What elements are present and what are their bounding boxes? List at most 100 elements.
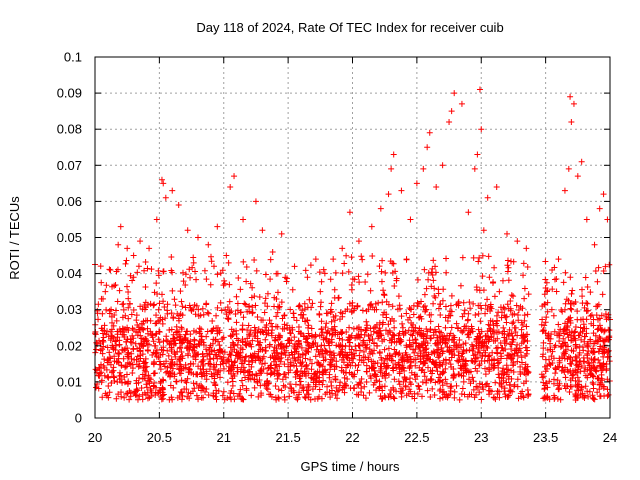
data-point — [581, 325, 588, 332]
data-point — [228, 326, 235, 333]
data-point — [226, 309, 233, 316]
data-point — [430, 257, 437, 264]
data-point — [429, 385, 436, 392]
data-point — [554, 377, 561, 384]
data-point — [120, 300, 127, 307]
data-point — [496, 380, 503, 387]
data-point — [290, 362, 297, 369]
data-point — [456, 371, 463, 378]
data-point — [164, 301, 171, 308]
data-point — [539, 316, 546, 323]
data-point — [366, 337, 373, 344]
data-point — [596, 322, 603, 329]
data-point — [432, 294, 439, 301]
data-point — [556, 363, 563, 370]
data-point — [363, 368, 370, 375]
data-point — [392, 350, 399, 357]
data-point — [290, 355, 297, 362]
data-point — [266, 317, 273, 324]
data-point — [237, 368, 244, 375]
data-point — [570, 100, 577, 107]
data-point — [332, 329, 339, 336]
data-point — [562, 269, 569, 276]
y-tick-label: 0.02 — [57, 338, 82, 353]
data-point — [126, 360, 133, 367]
data-point — [396, 350, 403, 357]
data-point — [488, 334, 495, 341]
data-point — [198, 370, 205, 377]
data-point — [507, 258, 514, 265]
data-point — [133, 312, 140, 319]
data-point — [604, 386, 611, 393]
data-point — [396, 330, 403, 337]
data-point — [320, 377, 327, 384]
data-point — [470, 378, 477, 385]
data-point — [169, 187, 176, 194]
data-point — [470, 300, 477, 307]
data-point — [551, 396, 558, 403]
data-point — [398, 313, 405, 320]
data-point — [295, 328, 302, 335]
data-point — [476, 380, 483, 387]
data-point — [253, 267, 260, 274]
data-point — [193, 392, 200, 399]
data-point — [217, 367, 224, 374]
data-point — [309, 386, 316, 393]
data-point — [510, 368, 517, 375]
data-point — [397, 388, 404, 395]
data-point — [134, 269, 141, 276]
data-point — [544, 365, 551, 372]
data-point — [123, 391, 130, 398]
data-point — [240, 364, 247, 371]
data-point — [415, 300, 422, 307]
data-point — [146, 394, 153, 401]
data-point — [524, 311, 531, 318]
data-point — [276, 303, 283, 310]
data-point — [316, 379, 323, 386]
data-point — [390, 151, 397, 158]
data-point — [329, 357, 336, 364]
data-point — [255, 393, 262, 400]
data-point — [520, 394, 527, 401]
data-point — [187, 274, 194, 281]
data-point — [358, 376, 365, 383]
data-point — [387, 317, 394, 324]
data-point — [144, 395, 151, 402]
data-point — [350, 325, 357, 332]
data-point — [598, 312, 605, 319]
data-point — [425, 364, 432, 371]
data-point — [348, 307, 355, 314]
data-point — [193, 381, 200, 388]
data-point — [525, 291, 532, 298]
data-point — [470, 254, 477, 261]
data-point — [205, 241, 212, 248]
data-point — [457, 365, 464, 372]
x-tick-label: 20 — [88, 430, 102, 445]
data-point — [472, 365, 479, 372]
data-point — [418, 393, 425, 400]
data-point — [590, 381, 597, 388]
data-point — [483, 332, 490, 339]
data-point — [105, 394, 112, 401]
data-point — [377, 369, 384, 376]
data-point — [572, 377, 579, 384]
data-point — [558, 367, 565, 374]
data-point — [283, 275, 290, 282]
data-point — [104, 344, 111, 351]
data-point — [437, 395, 443, 402]
data-point — [500, 375, 507, 382]
data-point — [596, 315, 603, 322]
data-point — [383, 311, 390, 318]
data-point — [428, 269, 435, 276]
data-point — [505, 392, 512, 399]
data-point — [177, 344, 184, 351]
data-point — [503, 319, 510, 326]
data-point — [543, 379, 550, 386]
data-point — [361, 383, 368, 390]
data-point — [401, 375, 408, 382]
data-point — [160, 391, 167, 398]
data-point — [570, 348, 577, 355]
data-point — [277, 358, 284, 365]
data-point — [562, 320, 569, 327]
